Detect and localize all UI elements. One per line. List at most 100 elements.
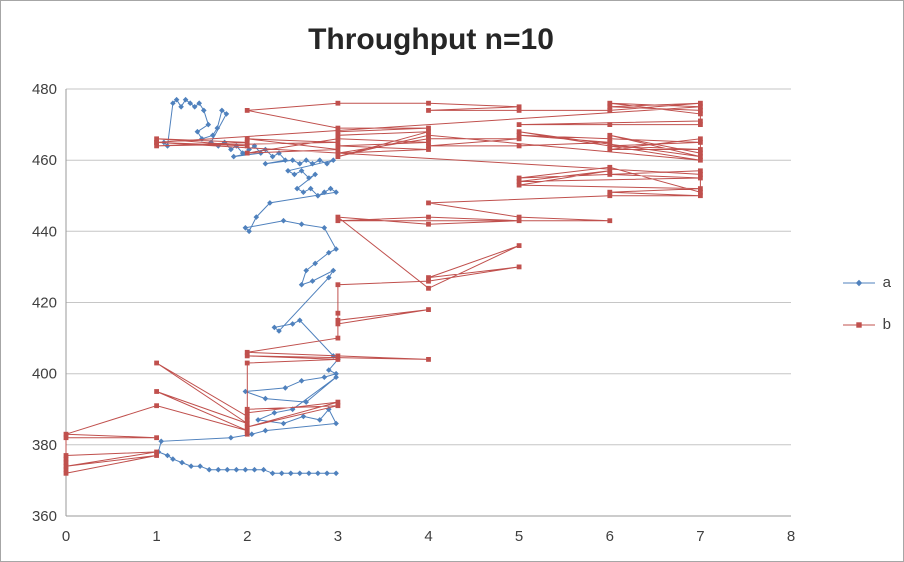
series-a-point[interactable] xyxy=(326,249,332,256)
series-b-point[interactable] xyxy=(335,100,341,106)
series-b-point[interactable] xyxy=(335,335,341,341)
series-a-point[interactable] xyxy=(276,328,282,334)
series-a-point[interactable] xyxy=(333,189,339,195)
series-b-point[interactable] xyxy=(698,193,703,199)
series-a-point[interactable] xyxy=(333,374,339,380)
series-a-point[interactable] xyxy=(315,470,321,477)
series-a-point[interactable] xyxy=(307,185,314,192)
series-b-point[interactable] xyxy=(426,129,431,135)
series-b-point[interactable] xyxy=(244,424,250,430)
series-b-point[interactable] xyxy=(63,431,69,437)
series-b-point[interactable] xyxy=(426,221,431,227)
series-b-point[interactable] xyxy=(698,147,703,152)
series-b-point[interactable] xyxy=(154,140,159,145)
series-b-point[interactable] xyxy=(244,428,250,433)
series-b-point[interactable] xyxy=(698,140,703,145)
series-b-point[interactable] xyxy=(335,317,341,323)
series-b-point[interactable] xyxy=(244,417,250,423)
series-b-point[interactable] xyxy=(516,143,522,149)
series-b-point[interactable] xyxy=(607,143,613,149)
series-b-point[interactable] xyxy=(516,243,522,248)
series-a-point[interactable] xyxy=(197,463,203,469)
series-b-point[interactable] xyxy=(244,421,250,426)
series-b-point[interactable] xyxy=(607,100,613,106)
series-b-point[interactable] xyxy=(244,136,250,142)
series-a-point[interactable] xyxy=(221,139,228,146)
series-b-point[interactable] xyxy=(154,143,159,149)
series-b-point[interactable] xyxy=(335,353,341,359)
series-b-point[interactable] xyxy=(607,189,613,195)
series-b-point[interactable] xyxy=(426,100,431,106)
series-a-point[interactable] xyxy=(242,466,249,473)
series-b-point[interactable] xyxy=(426,132,431,138)
series-b-point[interactable] xyxy=(698,111,703,117)
series-a-point[interactable] xyxy=(260,466,267,473)
series-a-point[interactable] xyxy=(303,399,309,405)
series-b-point[interactable] xyxy=(516,136,522,142)
series-a-point[interactable] xyxy=(306,470,312,477)
series-b-point[interactable] xyxy=(335,136,341,142)
series-a-point[interactable] xyxy=(164,452,171,459)
series-b-point[interactable] xyxy=(335,147,341,152)
series-b-point[interactable] xyxy=(698,175,703,181)
series-b-point[interactable] xyxy=(516,108,522,113)
series-a-point[interactable] xyxy=(324,470,330,477)
series-b-point[interactable] xyxy=(244,360,250,366)
series-b-point[interactable] xyxy=(516,129,522,135)
legend-item-a[interactable]: a xyxy=(842,275,891,291)
series-a-point[interactable] xyxy=(188,463,194,469)
series-a-point[interactable] xyxy=(278,470,285,477)
series-a-point[interactable] xyxy=(276,150,282,156)
series-b-point[interactable] xyxy=(63,463,69,469)
series-a-point[interactable] xyxy=(297,160,303,167)
series-b-point[interactable] xyxy=(607,172,613,177)
series-a-point[interactable] xyxy=(306,175,312,181)
series-b-point[interactable] xyxy=(698,172,703,177)
series-a-point[interactable] xyxy=(282,157,289,163)
series-b-point[interactable] xyxy=(244,150,250,156)
series-b-point[interactable] xyxy=(607,193,613,199)
series-b-point[interactable] xyxy=(426,278,431,284)
series-b-point[interactable] xyxy=(335,310,341,316)
series-a-point[interactable] xyxy=(228,146,234,153)
series-b-point[interactable] xyxy=(426,200,431,206)
series-b-point[interactable] xyxy=(516,104,522,110)
series-b-point[interactable] xyxy=(335,132,341,138)
series-b-point[interactable] xyxy=(63,456,69,462)
series-b-point[interactable] xyxy=(335,403,341,409)
series-a-point[interactable] xyxy=(271,410,278,416)
series-b-point[interactable] xyxy=(426,285,431,291)
series-b-point[interactable] xyxy=(698,104,703,110)
series-a-point[interactable] xyxy=(289,321,296,327)
series-a-point[interactable] xyxy=(321,374,328,380)
series-b-point[interactable] xyxy=(63,470,69,476)
series-a-point[interactable] xyxy=(312,260,318,267)
series-a-point[interactable] xyxy=(249,431,255,437)
series-b-point[interactable] xyxy=(335,218,341,224)
series-b-point[interactable] xyxy=(607,147,613,152)
series-a-point[interactable] xyxy=(251,466,258,473)
series-b-point[interactable] xyxy=(244,414,250,419)
series-b-point[interactable] xyxy=(698,122,703,127)
series-a-point[interactable] xyxy=(219,107,225,114)
series-b-point[interactable] xyxy=(335,321,341,327)
series-b-point[interactable] xyxy=(244,353,250,359)
series-b-point[interactable] xyxy=(335,399,341,405)
series-a-point[interactable] xyxy=(316,157,323,163)
series-b-point[interactable] xyxy=(426,275,431,280)
series-b-point[interactable] xyxy=(244,140,250,145)
series-a-point[interactable] xyxy=(285,168,291,174)
series-a-point[interactable] xyxy=(289,406,296,413)
series-b-point[interactable] xyxy=(607,136,613,142)
series-a-point[interactable] xyxy=(158,438,164,445)
series-a-point[interactable] xyxy=(333,470,339,477)
series-a-point[interactable] xyxy=(321,189,328,195)
series-a-point[interactable] xyxy=(269,153,276,160)
series-b-point[interactable] xyxy=(698,157,703,163)
series-b-point[interactable] xyxy=(154,136,159,142)
series-a-point[interactable] xyxy=(321,225,328,231)
series-b-point[interactable] xyxy=(335,214,341,220)
series-a-point[interactable] xyxy=(214,125,221,131)
series-b-point[interactable] xyxy=(244,406,250,412)
series-a-point[interactable] xyxy=(291,171,298,178)
